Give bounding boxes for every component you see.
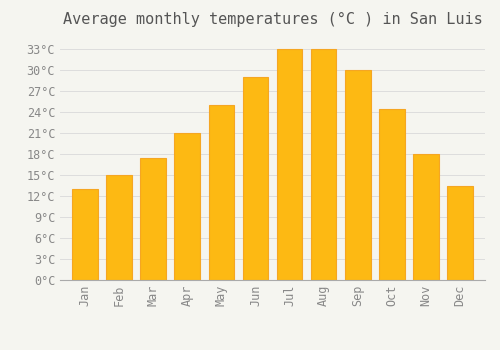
Bar [277, 49, 302, 280]
Bar [72, 189, 98, 280]
Bar [106, 175, 132, 280]
Title: Average monthly temperatures (°C ) in San Luis: Average monthly temperatures (°C ) in Sa… [62, 12, 482, 27]
Bar [448, 186, 473, 280]
Bar [379, 108, 404, 280]
Bar [345, 70, 370, 280]
Bar [174, 133, 200, 280]
Bar [311, 49, 336, 280]
Bar [140, 158, 166, 280]
Bar [414, 154, 439, 280]
Bar [242, 77, 268, 280]
Bar [208, 105, 234, 280]
